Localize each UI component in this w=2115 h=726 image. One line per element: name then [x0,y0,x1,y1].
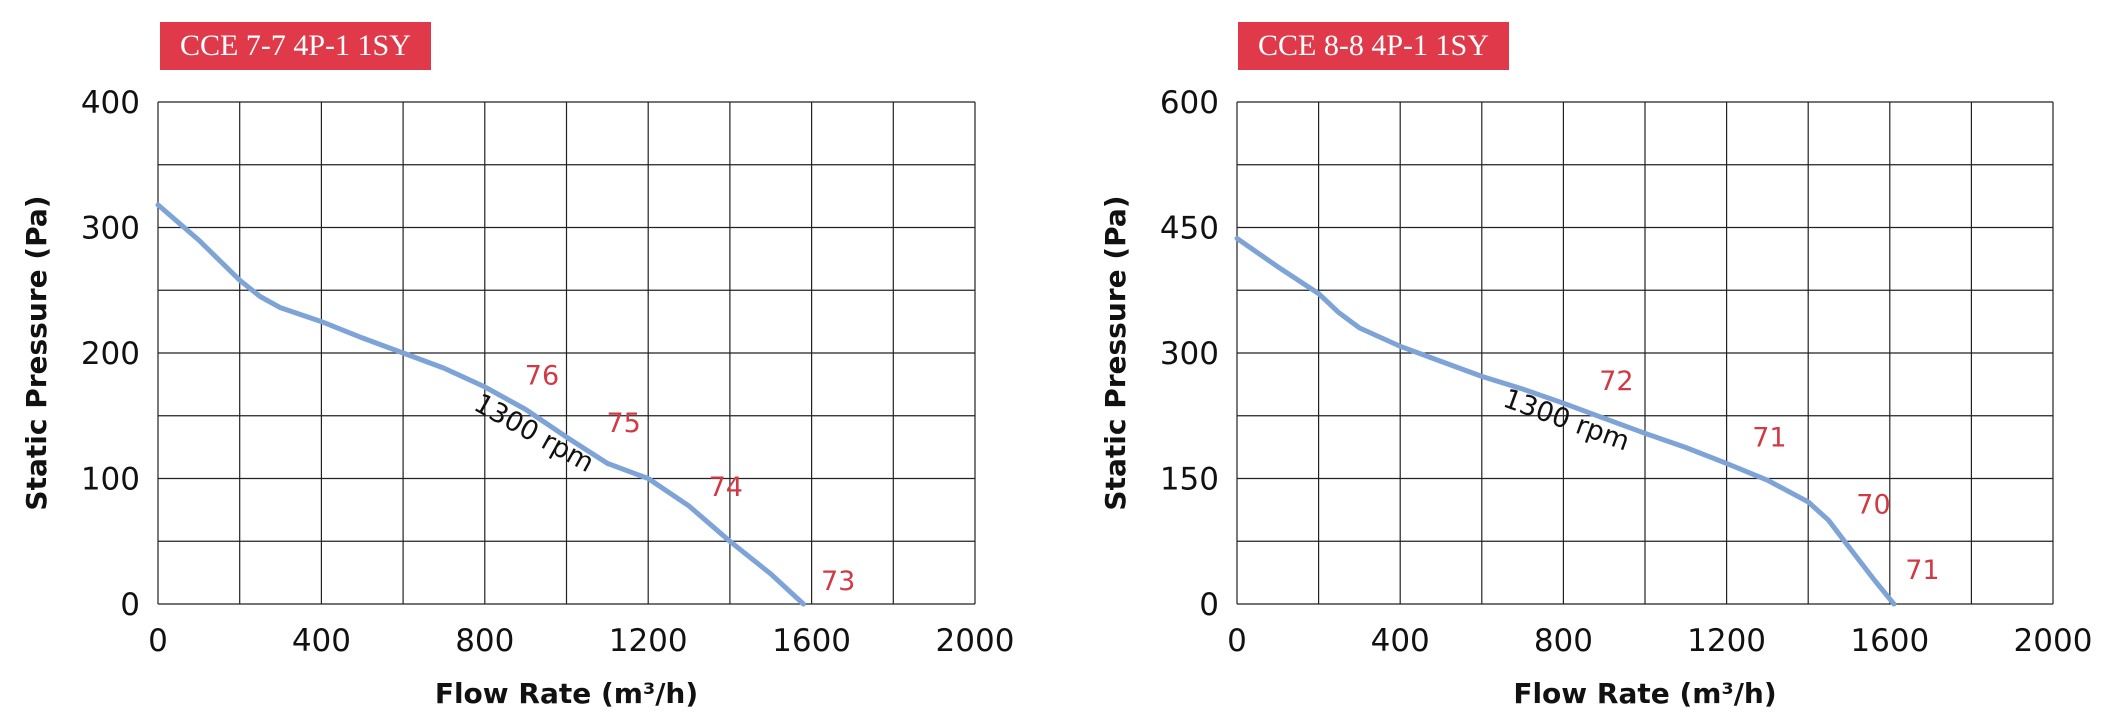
x-tick-label: 400 [292,623,351,659]
x-axis-label: Flow Rate (m³/h) [435,677,698,710]
chart-panel-right: CCE 8-8 4P-1 1SY 0 400 800 1200 1600 2000 0 150… [1060,0,2115,726]
chart-right: 0 400 800 1200 1600 2000 0 150 300 450 600 Flow Rat… [1099,85,2093,710]
x-tick-label: 0 [1227,623,1247,659]
y-tick-label: 0 [120,587,140,623]
chart-title-badge: CCE 8-8 4P-1 1SY [1238,22,1509,70]
data-label: 75 [607,408,641,439]
x-tick-label: 1200 [1687,623,1766,659]
y-tick-label: 200 [81,336,140,372]
y-tick-label: 300 [81,211,140,247]
y-tick-label: 150 [1160,462,1219,498]
y-tick-label: 600 [1160,85,1219,121]
data-label: 71 [1905,555,1939,586]
x-tick-label: 800 [455,623,514,659]
x-axis-label: Flow Rate (m³/h) [1513,677,1776,710]
data-label: 74 [709,472,743,503]
data-label: 72 [1599,366,1633,397]
chart-panel-left: CCE 7-7 4P-1 1SY 0 400 800 1200 1600 2000 0 100… [20,22,1015,710]
x-tick-label: 1600 [772,623,851,659]
data-label: 76 [525,360,559,391]
x-tick-label: 1600 [1850,623,1929,659]
y-tick-label: 400 [81,85,140,121]
data-label: 70 [1856,490,1890,521]
y-tick-label: 0 [1199,587,1219,623]
series-label: 1300 rpm [469,388,599,479]
y-axis-label: Static Pressure (Pa) [20,195,53,510]
data-label: 71 [1752,423,1786,454]
x-tick-label: 0 [148,623,168,659]
y-tick-label: 300 [1160,336,1219,372]
x-tick-label: 400 [1371,623,1430,659]
x-tick-label: 800 [1534,623,1593,659]
y-tick-label: 100 [81,462,140,498]
y-tick-label: 450 [1160,211,1219,247]
chart-title-badge: CCE 7-7 4P-1 1SY [160,22,431,70]
chart-left: 0 400 800 1200 1600 2000 0 100 200 300 400 Flow Rat… [20,85,1015,710]
series-line [1234,235,1897,607]
series-line [155,202,806,607]
y-axis-label: Static Pressure (Pa) [1099,195,1132,510]
data-label: 73 [821,566,855,597]
x-tick-label: 2000 [2014,623,2093,659]
x-tick-label: 2000 [936,623,1015,659]
x-tick-label: 1200 [609,623,688,659]
